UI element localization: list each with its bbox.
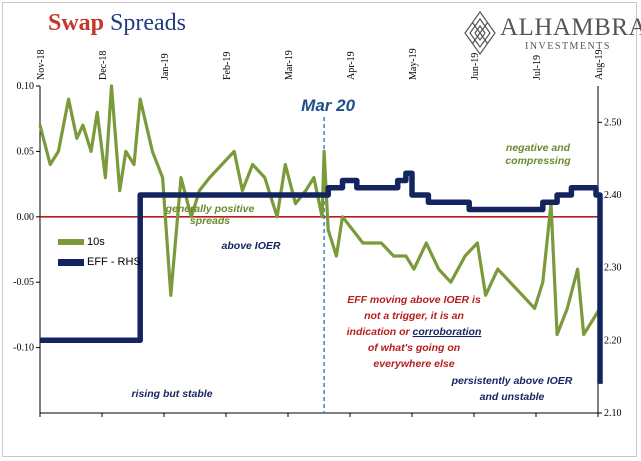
annotation-eff-3: indication or corroboration	[347, 326, 482, 338]
right-tick-label: 2.10	[604, 408, 622, 419]
x-tick-label: Feb-19	[222, 52, 233, 80]
right-tick-label: 2.30	[604, 263, 622, 274]
right-tick-label: 2.40	[604, 190, 622, 201]
left-tick-label: 0.05	[17, 146, 35, 157]
plot-area: Nov-18 Dec-18 Jan-19 Feb-19 Mar-19 Apr-19 May-…	[13, 48, 621, 419]
annotation-rising: rising but stable	[131, 388, 212, 400]
x-tick-label: Jul-19	[532, 55, 543, 80]
annotation-eff-5: everywhere else	[373, 358, 454, 370]
legend-label-eff: EFF - RHS	[87, 256, 141, 268]
annotation-above-ioer: above IOER	[222, 240, 281, 252]
right-tick-label: 2.50	[604, 117, 622, 128]
left-tick-label: 0.00	[17, 212, 35, 223]
left-tick-label: 0.10	[17, 81, 35, 92]
title-word-spreads: Spreads	[110, 10, 187, 36]
legend-item-eff: EFF - RHS	[58, 256, 141, 268]
annotation-negative-1: negative and	[506, 142, 571, 154]
annotation-eff-3b: corroboration	[413, 326, 482, 338]
annotation-mar20: Mar 20	[301, 96, 355, 115]
series-10s-line	[38, 84, 602, 337]
logo-name: ALHAMBRA	[500, 14, 641, 41]
annotation-eff-3a: indication or	[347, 326, 413, 338]
x-tick-label: May-19	[408, 48, 419, 80]
annotation-generally-positive-1: generally positive	[165, 203, 255, 215]
logo-subtitle: INVESTMENTS	[525, 41, 611, 52]
chart-frame	[2, 2, 637, 457]
chart-title: Swap Spreads	[48, 10, 186, 37]
x-tick-label: Jun-19	[470, 53, 481, 80]
x-tick-label: Aug-19	[594, 49, 605, 80]
alhambra-logo: ALHAMBRA INVESTMENTS	[463, 8, 641, 58]
legend-swatch-eff	[58, 258, 84, 266]
annotation-persist-1: persistently above IOER	[451, 375, 573, 387]
annotation-eff-2: not a trigger, it is an	[364, 310, 464, 322]
legend-item-10s: 10s	[58, 236, 105, 248]
left-tick-label: -0.05	[13, 277, 34, 288]
legend-swatch-10s	[58, 239, 84, 246]
x-tick-label: Dec-18	[98, 51, 109, 80]
annotation-negative-2: compressing	[505, 155, 571, 167]
diamond-lattice-icon	[464, 10, 496, 56]
x-tick-label: Nov-18	[36, 49, 47, 80]
series-eff-line	[40, 170, 603, 384]
left-tick-label: -0.10	[13, 343, 34, 354]
x-tick-label: Apr-19	[346, 51, 357, 80]
right-tick-label: 2.20	[604, 335, 622, 346]
annotation-eff-1: EFF moving above IOER is	[347, 294, 481, 306]
title-word-swap: Swap	[48, 10, 105, 36]
annotation-eff-4: of what's going on	[368, 342, 460, 354]
annotation-persist-2: and unstable	[480, 391, 545, 403]
x-tick-label: Mar-19	[284, 50, 295, 80]
legend-label-10s: 10s	[87, 236, 105, 248]
annotation-generally-positive-2: spreads	[190, 215, 230, 227]
x-tick-label: Jan-19	[160, 53, 171, 80]
